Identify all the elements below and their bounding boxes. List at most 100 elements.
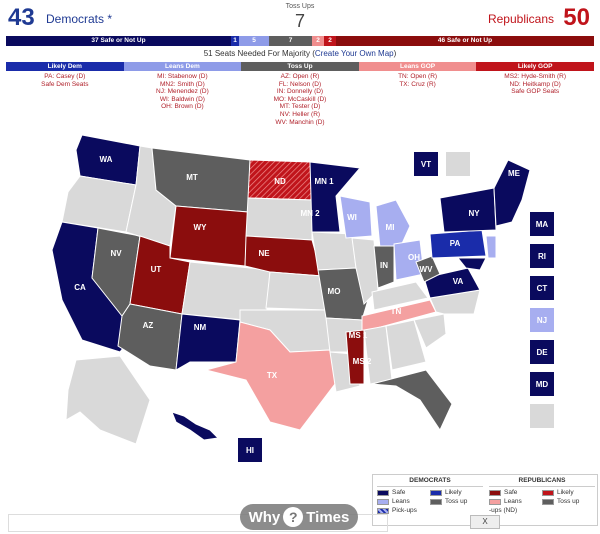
state-il[interactable] bbox=[351, 237, 379, 305]
state-md[interactable] bbox=[456, 257, 487, 271]
category-races[interactable]: MS2: Hyde-Smith (R) ND: Heitkamp (D) Saf… bbox=[504, 73, 567, 96]
label-pa: PA bbox=[450, 239, 461, 248]
swatch-leans-dem bbox=[377, 498, 389, 505]
label-me: ME bbox=[508, 169, 521, 178]
label-nv: NV bbox=[110, 249, 122, 258]
state-nm[interactable] bbox=[175, 313, 241, 371]
legend-item: -ups (ND) bbox=[489, 507, 518, 514]
category-races[interactable]: TN: Open (R) TX: Cruz (R) bbox=[398, 73, 438, 88]
state-ks[interactable] bbox=[265, 271, 327, 311]
watermark-right: Times bbox=[306, 508, 350, 526]
dem-seat-count: 43 bbox=[8, 4, 35, 31]
state-mo[interactable] bbox=[317, 267, 369, 321]
label-wy: WY bbox=[194, 223, 208, 232]
label-in: IN bbox=[380, 261, 388, 270]
legend-dem-column: DEMOCRATS Safe Likely Leans Toss up Pick… bbox=[377, 477, 483, 514]
legend-item: Leans bbox=[392, 498, 410, 505]
watermark-left: Why bbox=[248, 508, 281, 526]
ad-placeholder bbox=[8, 514, 388, 532]
state-ga[interactable] bbox=[385, 319, 427, 371]
state-tx[interactable] bbox=[204, 321, 339, 431]
state-box-nh[interactable] bbox=[446, 152, 470, 176]
label-wi: WI bbox=[347, 213, 357, 222]
seatbar-tossup: 7 bbox=[269, 36, 312, 46]
swatch-safe-dem bbox=[377, 489, 389, 496]
state-hi[interactable] bbox=[171, 411, 220, 441]
label-nm: NM bbox=[194, 323, 207, 332]
seatbar-likely-gop: 2 bbox=[324, 36, 336, 46]
category-title: Leans GOP bbox=[358, 62, 477, 71]
majority-text: 51 Seats Needed For Majority ( bbox=[203, 49, 315, 58]
state-ms[interactable] bbox=[345, 329, 365, 385]
legend-dem-title: DEMOCRATS bbox=[377, 477, 483, 487]
legend-item: Toss up bbox=[445, 498, 468, 505]
state-ny[interactable] bbox=[439, 187, 497, 233]
state-wy[interactable] bbox=[169, 205, 249, 267]
legend-item: Safe bbox=[504, 489, 518, 496]
category-title: Likely Dem bbox=[6, 62, 124, 71]
state-new-england[interactable] bbox=[493, 159, 531, 227]
legend-item: Leans bbox=[504, 498, 522, 505]
category-races[interactable]: AZ: Open (R) FL: Nelson (D) IN: Donnelly… bbox=[273, 73, 327, 126]
seatbar-leans-dem: 5 bbox=[239, 36, 269, 46]
legend-item: Safe bbox=[392, 489, 406, 496]
label-mn2: MN 2 bbox=[300, 209, 320, 218]
state-box-hi[interactable]: HI bbox=[238, 438, 262, 462]
category-title: Leans Dem bbox=[123, 62, 242, 71]
label-wa: WA bbox=[100, 155, 113, 164]
category-title: Likely GOP bbox=[476, 62, 594, 71]
swatch-likely-gop bbox=[542, 489, 554, 496]
category-toss-up: Toss Up AZ: Open (R) FL: Nelson (D) IN: … bbox=[241, 62, 359, 126]
category-races[interactable]: MI: Stabenow (D) MN2: Smith (D) NJ: Mene… bbox=[156, 73, 209, 111]
category-races[interactable]: PA: Casey (D) Safe Dem Seats bbox=[41, 73, 89, 88]
state-box-ma[interactable]: MA bbox=[530, 212, 554, 236]
label-mo: MO bbox=[328, 287, 341, 296]
label-az: AZ bbox=[143, 321, 154, 330]
legend-rep-column: REPUBLICANS Safe Likely Leans Toss up -u… bbox=[489, 477, 595, 514]
state-sd[interactable] bbox=[245, 197, 313, 241]
state-box-dc[interactable] bbox=[530, 404, 554, 428]
label-tn: TN bbox=[391, 307, 402, 316]
state-ky[interactable] bbox=[371, 281, 429, 311]
state-ak[interactable] bbox=[65, 355, 151, 445]
label-ms2: MS 2 bbox=[353, 357, 372, 366]
state-mi[interactable] bbox=[375, 199, 411, 249]
state-nj[interactable] bbox=[485, 235, 497, 259]
rep-label: Republicans bbox=[487, 12, 554, 26]
swatch-pickups-dem bbox=[377, 507, 389, 514]
label-fl: FL bbox=[447, 391, 457, 400]
label-wv: WV bbox=[420, 265, 434, 274]
legend-item: Pick-ups bbox=[392, 507, 417, 514]
legend-item: Likely bbox=[557, 489, 574, 496]
close-button[interactable]: X bbox=[470, 515, 500, 529]
create-map-link[interactable]: Create Your Own Map bbox=[314, 49, 394, 58]
state-box-de[interactable]: DE bbox=[530, 340, 554, 364]
state-box-ct[interactable]: CT bbox=[530, 276, 554, 300]
tossup-label: Toss Ups bbox=[285, 3, 315, 10]
state-sc[interactable] bbox=[413, 313, 447, 349]
state-az[interactable] bbox=[117, 303, 183, 371]
state-box-ri[interactable]: RI bbox=[530, 244, 554, 268]
state-mn[interactable] bbox=[309, 161, 361, 233]
swatch-likely-dem bbox=[430, 489, 442, 496]
swatch-tossup bbox=[430, 498, 442, 505]
state-box-vt[interactable]: VT bbox=[414, 152, 438, 176]
dem-label: Democrats * bbox=[46, 12, 113, 26]
label-va: VA bbox=[453, 277, 464, 286]
state-wv[interactable] bbox=[415, 255, 441, 283]
state-wi[interactable] bbox=[339, 195, 373, 239]
state-fl[interactable] bbox=[371, 369, 453, 432]
majority-close-paren: ) bbox=[393, 49, 397, 58]
seatbar-safe-dem: 37 Safe or Not Up bbox=[6, 36, 231, 46]
category-leans-dem: Leans Dem MI: Stabenow (D) MN2: Smith (D… bbox=[123, 62, 242, 126]
seat-balance-bar: 37 Safe or Not Up 1 5 7 2 2 46 Safe or N… bbox=[6, 36, 594, 46]
label-ny: NY bbox=[468, 209, 480, 218]
rating-categories: Likely Dem PA: Casey (D) Safe Dem Seats … bbox=[6, 62, 594, 126]
seatbar-safe-gop: 46 Safe or Not Up bbox=[336, 36, 594, 46]
state-box-nj[interactable]: NJ bbox=[530, 308, 554, 332]
state-in[interactable] bbox=[373, 245, 395, 289]
category-likely-dem: Likely Dem PA: Casey (D) Safe Dem Seats bbox=[6, 62, 124, 126]
category-likely-gop: Likely GOP MS2: Hyde-Smith (R) ND: Heitk… bbox=[476, 62, 594, 126]
label-tx: TX bbox=[267, 371, 278, 380]
state-box-md[interactable]: MD bbox=[530, 372, 554, 396]
